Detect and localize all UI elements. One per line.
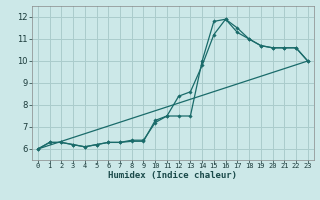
X-axis label: Humidex (Indice chaleur): Humidex (Indice chaleur)	[108, 171, 237, 180]
